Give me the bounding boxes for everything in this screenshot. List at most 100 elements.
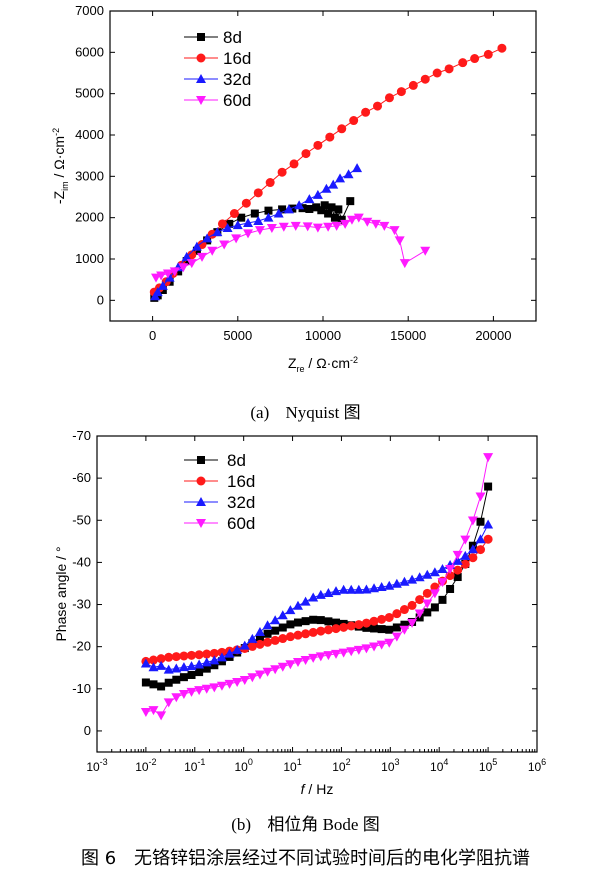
legend-label: 16d	[223, 49, 251, 68]
data-point	[169, 267, 180, 277]
x-tick-label: 103	[381, 757, 399, 774]
data-point	[354, 620, 364, 630]
data-point	[331, 586, 342, 596]
legend-marker	[197, 33, 205, 41]
series-32d	[140, 519, 494, 674]
data-point	[369, 616, 379, 626]
legend-label: 8d	[223, 28, 242, 47]
data-point	[370, 624, 379, 633]
data-point	[316, 616, 325, 625]
data-point	[191, 241, 202, 251]
data-point	[362, 623, 371, 632]
series-60d	[151, 213, 431, 283]
data-point	[285, 632, 295, 642]
legend-marker	[196, 53, 206, 63]
data-point	[186, 661, 197, 671]
series-8d	[150, 197, 355, 302]
data-point	[312, 223, 323, 233]
data-point	[174, 267, 183, 276]
data-point	[277, 662, 288, 672]
data-point	[270, 615, 281, 625]
data-point	[304, 194, 315, 204]
data-point	[328, 179, 339, 189]
data-point	[217, 647, 227, 657]
data-point	[225, 219, 234, 228]
data-point	[468, 553, 478, 563]
data-point	[399, 605, 409, 615]
data-point	[399, 259, 410, 269]
data-point	[253, 188, 263, 198]
x-tick-label: 10000	[305, 328, 341, 343]
data-point	[163, 698, 174, 708]
data-point	[148, 655, 158, 665]
data-point	[254, 226, 265, 236]
data-point	[164, 272, 175, 282]
data-point	[164, 678, 173, 687]
data-point	[420, 74, 430, 84]
series-line-32d	[145, 524, 489, 671]
data-point	[222, 223, 233, 232]
data-point	[346, 197, 355, 206]
data-point	[453, 565, 463, 575]
data-point	[325, 132, 335, 142]
data-point	[289, 159, 299, 169]
data-point	[369, 583, 380, 593]
data-point	[141, 678, 150, 687]
data-point	[415, 595, 425, 605]
data-point	[239, 675, 250, 685]
data-point	[361, 107, 371, 117]
data-point	[171, 663, 182, 673]
legend-marker	[196, 519, 206, 528]
data-point	[315, 589, 326, 599]
legend-label: 60d	[223, 91, 251, 110]
data-point	[278, 623, 287, 632]
data-point	[219, 240, 230, 250]
data-point	[324, 617, 333, 626]
nyquist-chart: 0 5000 10000 15000 20000 0 1000 2000 3000 4000 500…	[51, 3, 537, 374]
data-point	[187, 650, 197, 660]
y-tick-label: 7000	[75, 3, 104, 18]
series-32d	[150, 163, 363, 301]
data-point	[201, 657, 212, 667]
data-point	[171, 693, 182, 703]
y-tick-label: -50	[72, 512, 91, 527]
data-point	[335, 173, 346, 183]
data-point	[407, 618, 418, 628]
figure-caption: 图 6 无铬锌铝涂层经过不同试验时间后的电化学阻抗谱	[0, 844, 611, 870]
data-point	[301, 629, 311, 639]
x-tick-label: 5000	[223, 328, 252, 343]
legend-marker	[196, 497, 206, 506]
data-point	[178, 662, 189, 672]
data-point	[262, 667, 273, 677]
data-point	[178, 263, 189, 273]
data-point	[399, 576, 410, 586]
data-point	[384, 638, 395, 648]
data-point	[247, 673, 258, 683]
data-point	[384, 93, 394, 103]
data-point	[343, 169, 354, 179]
x-tick-label: 104	[430, 757, 448, 774]
data-point	[277, 167, 287, 177]
data-point	[323, 651, 334, 661]
data-point	[140, 658, 151, 668]
data-point	[475, 534, 486, 544]
data-point	[445, 565, 456, 575]
data-point	[309, 615, 318, 624]
data-point	[476, 545, 486, 555]
data-point	[152, 287, 163, 297]
data-point	[270, 635, 280, 645]
data-point	[414, 609, 425, 619]
data-point	[164, 652, 174, 662]
data-point	[338, 648, 349, 658]
data-point	[370, 219, 381, 229]
data-point	[452, 555, 463, 565]
legend-marker	[197, 456, 205, 464]
data-point	[224, 679, 235, 689]
data-point	[349, 116, 359, 126]
data-point	[338, 584, 349, 594]
data-point	[475, 492, 486, 502]
data-point	[271, 626, 280, 635]
data-point	[337, 124, 347, 134]
data-point	[352, 163, 363, 173]
data-point	[346, 621, 356, 631]
